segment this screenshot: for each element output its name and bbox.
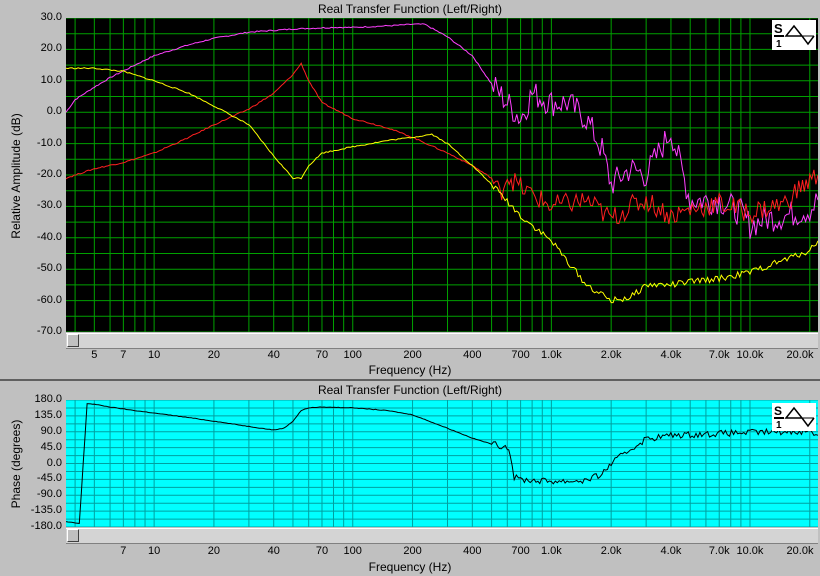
y-tick-label: 30.0: [40, 11, 62, 23]
panel-divider[interactable]: [0, 379, 820, 381]
scrollbar-thumb[interactable]: [67, 334, 79, 347]
phase-x-scrollbar[interactable]: [66, 528, 818, 544]
x-tick-label: 700: [511, 349, 530, 361]
y-tick-label: -180.0: [30, 520, 62, 532]
x-tick-label: 20.0k: [786, 349, 814, 361]
x-tick-label: 100: [343, 349, 362, 361]
x-tick-label: 40: [267, 349, 280, 361]
y-tick-label: -20.0: [36, 168, 62, 180]
y-tick-label: -90.0: [36, 488, 62, 501]
x-tick-label: 2.0k: [600, 349, 622, 361]
scrollbar-thumb[interactable]: [67, 529, 79, 542]
y-tick-label: 90.0: [40, 424, 62, 437]
amplitude-plot-area[interactable]: [66, 18, 818, 332]
x-tick-label: 40: [267, 545, 280, 557]
y-tick-label: -45.0: [36, 472, 62, 485]
amplitude-panel: Real Transfer Function (Left/Right) Rela…: [9, 2, 818, 377]
x-tick-label: 7: [120, 349, 127, 361]
x-tick-label: 5: [91, 349, 98, 361]
amplitude-chart-title: Real Transfer Function (Left/Right): [317, 2, 503, 16]
x-tick-label: 70: [315, 349, 329, 361]
x-tick-label: 1.0k: [540, 349, 562, 361]
y-tick-label: -50.0: [36, 262, 62, 275]
y-tick-label: 0.0: [46, 456, 62, 469]
phase-x-axis-label: Frequency (Hz): [368, 560, 452, 574]
svg-text:1: 1: [776, 39, 782, 50]
y-tick-label: -60.0: [36, 293, 62, 306]
y-tick-label: -135.0: [30, 504, 62, 517]
series-line-2: [66, 67, 818, 304]
y-tick-label: -40.0: [36, 230, 62, 243]
x-tick-label: 400: [463, 545, 482, 557]
srs-logo-icon: S 1: [772, 20, 816, 50]
x-tick-label: 700: [511, 545, 530, 557]
y-tick-label: -10.0: [36, 136, 62, 149]
x-tick-label: 4.0k: [660, 545, 682, 557]
x-tick-label: 70: [315, 545, 329, 557]
x-tick-label: 20.0k: [786, 545, 814, 557]
x-tick-label: 7: [120, 545, 127, 557]
svg-text:S: S: [774, 404, 782, 418]
x-tick-label: 400: [463, 349, 482, 361]
x-tick-label: 100: [343, 545, 362, 557]
x-tick-label: 4.0k: [660, 349, 682, 361]
x-tick-label: 20: [207, 349, 221, 361]
y-tick-label: 20.0: [40, 42, 62, 55]
phase-chart-title: Real Transfer Function (Left/Right): [317, 383, 503, 397]
series-line-0: [66, 23, 818, 239]
phase-panel: Real Transfer Function (Left/Right) Phas…: [0, 381, 820, 576]
amplitude-x-scrollbar[interactable]: [66, 333, 818, 349]
y-tick-label: 180.0: [34, 393, 62, 405]
x-tick-label: 2.0k: [600, 545, 622, 557]
x-tick-label: 7.0k: [708, 545, 730, 557]
x-tick-label: 10: [148, 545, 161, 557]
y-tick-label: 45.0: [40, 440, 62, 453]
scrollbar-track[interactable]: [106, 334, 818, 347]
x-tick-label: 10.0k: [736, 545, 764, 557]
svg-text:1: 1: [776, 420, 782, 431]
scrollbar-track[interactable]: [106, 529, 818, 542]
x-tick-label: 200: [403, 545, 422, 557]
svg-text:S: S: [774, 21, 783, 36]
series-line-0: [66, 403, 818, 524]
srs-logo-icon: S 1: [772, 403, 816, 431]
x-tick-label: 20: [207, 545, 221, 557]
phase-plot-area[interactable]: [66, 400, 818, 527]
series-line-1: [66, 62, 818, 225]
x-tick-label: 10: [148, 349, 161, 361]
y-tick-label: 135.0: [34, 408, 62, 421]
amplitude-x-axis-label: Frequency (Hz): [368, 363, 452, 377]
x-tick-label: 200: [403, 349, 422, 361]
x-tick-label: 10.0k: [736, 349, 764, 361]
y-tick-label: 0.0: [46, 105, 62, 118]
y-tick-label: -30.0: [36, 199, 62, 212]
y-tick-label: -70.0: [36, 325, 62, 337]
x-tick-label: 7.0k: [708, 349, 730, 361]
x-tick-label: 1.0k: [540, 545, 562, 557]
y-tick-label: 10.0: [40, 73, 62, 86]
